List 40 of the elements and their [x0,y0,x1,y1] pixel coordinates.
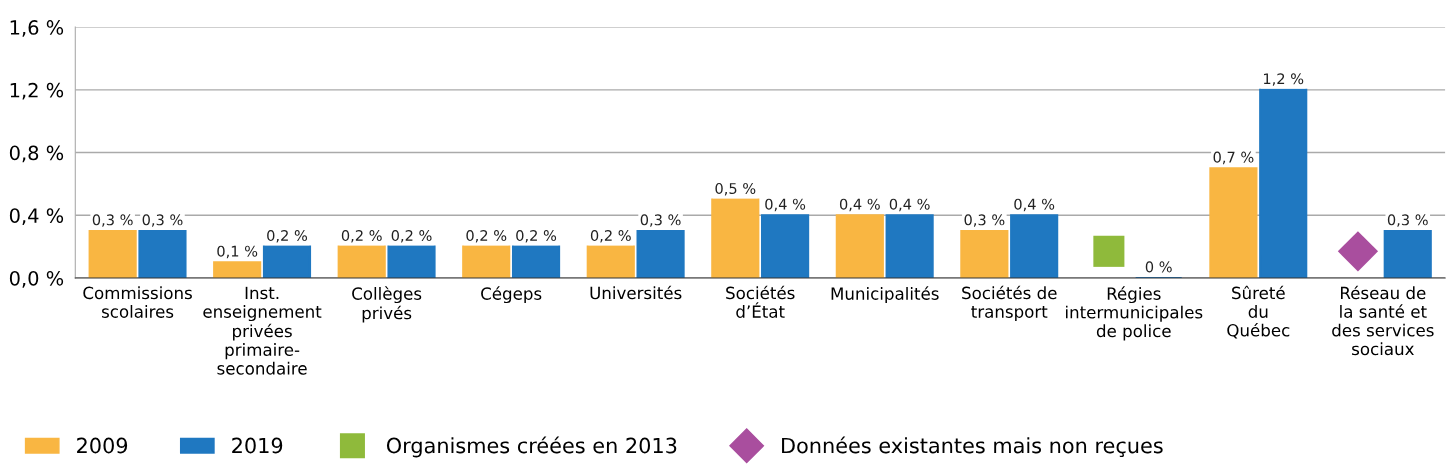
x-tick-label: Sociétés d’État [726,285,795,318]
x-tick-label: Universités [590,285,682,300]
data-label: 1,2 % [1263,73,1304,86]
y-tick-label: 0,8 % [9,145,64,163]
data-label: 0,3 % [964,214,1005,227]
data-label: 0,4 % [1014,198,1055,212]
data-label: 0,3 % [640,214,681,227]
y-tick-label: 0,4 % [9,208,64,225]
x-tick-label: Sûreté du Québec [1227,285,1290,339]
x-tick-label: Municipalités [831,286,939,304]
x-tick-label: Collèges privés [352,286,422,323]
y-tick-label: 1,2 % [10,82,64,100]
data-label: 0,2 % [466,230,507,243]
data-label: 0,4 % [765,198,806,212]
data-label: 0,2 % [391,230,432,243]
x-tick-label: Réseau de la santé et des services sociaux [1332,285,1434,356]
legend-label: Données existantes mais non reçues [782,436,1163,458]
data-label: 0,2 % [590,230,631,243]
legend-label: 2019 [232,437,283,454]
data-label: 0,1 % [217,245,258,259]
y-tick-label: 1,6 % [10,20,64,37]
data-label: 0,3 % [1387,214,1428,227]
x-tick-label: Régies intermunicipales de police [1066,286,1203,341]
data-label: 0,2 % [516,230,557,243]
legend-label: 2009 [77,437,128,454]
data-label: 0 % [1145,261,1172,273]
x-tick-label: Sociétés de transport [962,285,1057,322]
x-tick-label: Cégeps [481,286,542,304]
data-label: 0,4 % [839,198,880,212]
x-tick-label: Commissions scolaires [83,286,192,318]
y-tick-label: 0,0 % [9,270,64,288]
data-label: 0,5 % [715,182,756,196]
data-label: 0,3 % [142,214,183,227]
data-label: 0,4 % [889,198,930,212]
legend-label: Organismes créées en 2013 [386,436,677,458]
data-label: 0,2 % [341,230,382,243]
data-label: 0,7 % [1213,151,1254,165]
data-label: 0,3 % [92,214,133,227]
x-tick-label: Inst. enseignement privées primaire- secondaire [203,286,322,375]
data-label: 0,2 % [267,230,308,243]
